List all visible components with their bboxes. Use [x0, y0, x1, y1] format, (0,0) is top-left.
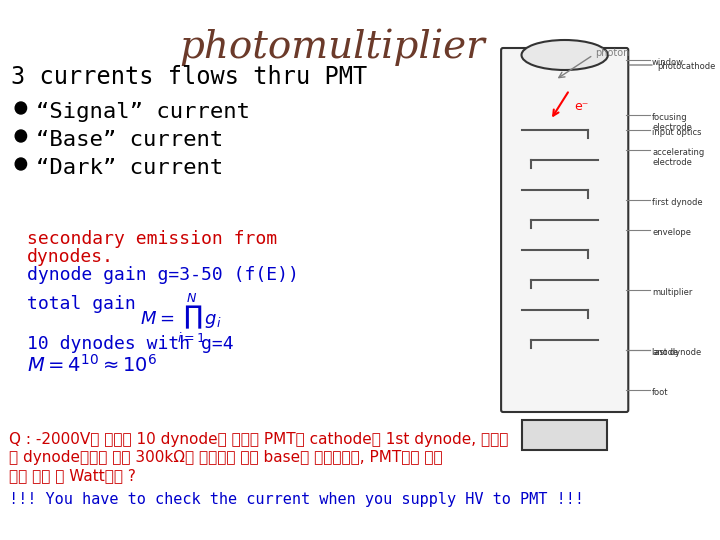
Text: dynodes.: dynodes. — [27, 248, 114, 266]
Circle shape — [15, 130, 27, 142]
Text: foot: foot — [652, 388, 668, 397]
Text: 각 dynode사이에 같은 300kΩ의 저항열로 되는 base를 연결했을때, PMT에서 발생: 각 dynode사이에 같은 300kΩ의 저항열로 되는 base를 연결했을… — [9, 450, 443, 465]
Text: window: window — [652, 58, 684, 67]
Text: input optics: input optics — [652, 128, 701, 137]
Text: 10 dynodes with g=4: 10 dynodes with g=4 — [27, 335, 233, 353]
Text: dynode gain g=3-50 (f(E)): dynode gain g=3-50 (f(E)) — [27, 266, 299, 284]
Text: secondary emission from: secondary emission from — [27, 230, 276, 248]
Bar — [522, 420, 608, 450]
Text: anode: anode — [652, 348, 678, 357]
Text: !!! You have to check the current when you supply HV to PMT !!!: !!! You have to check the current when y… — [9, 492, 585, 507]
Text: $M = 4^{10} \approx 10^{6}$: $M = 4^{10} \approx 10^{6}$ — [27, 354, 156, 376]
Text: Q : -2000V를 걸어준 10 dynode를 가지는 PMT가 cathode와 1st dynode, 그리고: Q : -2000V를 걸어준 10 dynode를 가지는 PMT가 cath… — [9, 432, 509, 447]
Text: e⁻: e⁻ — [574, 100, 588, 113]
Text: 하는 열은 몇 Watt인가 ?: 하는 열은 몇 Watt인가 ? — [9, 468, 136, 483]
Text: photon: photon — [595, 48, 629, 58]
Circle shape — [15, 158, 27, 170]
Text: accelerating
electrode: accelerating electrode — [652, 148, 704, 167]
Ellipse shape — [521, 40, 608, 70]
Text: photocathode: photocathode — [657, 62, 715, 71]
Text: 3 currents flows thru PMT: 3 currents flows thru PMT — [12, 65, 368, 89]
Text: total gain: total gain — [27, 295, 135, 313]
Text: first dynode: first dynode — [652, 198, 703, 207]
Circle shape — [15, 102, 27, 114]
Text: photomultiplier: photomultiplier — [179, 28, 485, 65]
Text: “Signal” current: “Signal” current — [36, 102, 250, 122]
Text: $M = \prod_{i=1}^{N} g_i$: $M = \prod_{i=1}^{N} g_i$ — [140, 291, 222, 345]
Text: focusing
electrode: focusing electrode — [652, 113, 692, 132]
Text: “Dark” current: “Dark” current — [36, 158, 223, 178]
Text: multiplier: multiplier — [652, 288, 693, 297]
Text: “Base” current: “Base” current — [36, 130, 223, 150]
Text: envelope: envelope — [652, 228, 691, 237]
FancyBboxPatch shape — [501, 48, 629, 412]
Text: last dynode: last dynode — [652, 348, 701, 357]
